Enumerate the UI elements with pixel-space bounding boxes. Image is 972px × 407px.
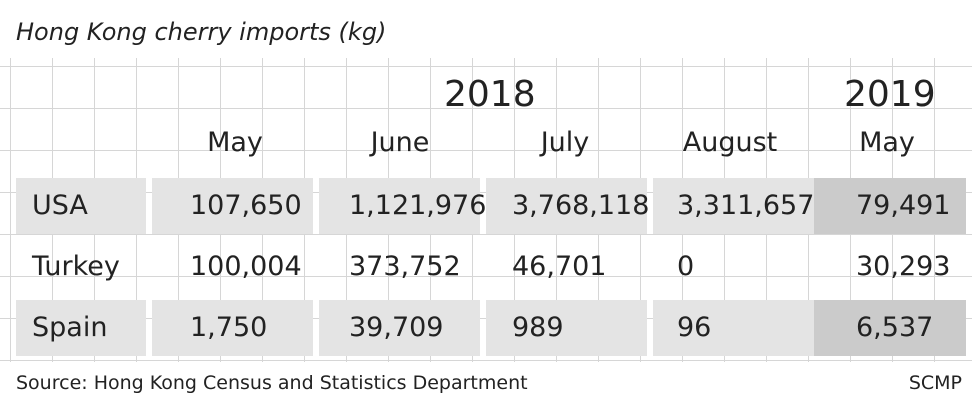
table-cell: 1,121,976 xyxy=(319,178,486,234)
table-row-turkey: Turkey 100,004 373,752 46,701 0 30,293 xyxy=(16,239,966,295)
chart-title: Hong Kong cherry imports (kg) xyxy=(16,18,387,46)
table-cell: 0 xyxy=(677,251,695,282)
row-label: Turkey xyxy=(32,251,120,282)
table-cell: 100,004 xyxy=(190,251,302,282)
column-header-july-2018: July xyxy=(540,127,590,158)
year-header-2018: 2018 xyxy=(444,74,536,115)
credit-label: SCMP xyxy=(908,372,962,394)
table-cell: 107,650 xyxy=(152,178,313,234)
table-cell: 3,311,657 xyxy=(653,178,814,234)
table-row-spain: Spain 1,750 39,709 989 96 6,537 xyxy=(16,300,966,356)
row-label: Spain xyxy=(16,300,146,356)
table-cell: 96 xyxy=(653,300,814,356)
table-cell: 39,709 xyxy=(319,300,480,356)
column-header-may-2018: May xyxy=(207,127,263,158)
table-cell: 46,701 xyxy=(512,251,607,282)
table-cell: 989 xyxy=(486,300,647,356)
year-header-2019: 2019 xyxy=(844,74,936,115)
table-cell-highlighted: 79,491 xyxy=(814,178,966,234)
table-row-usa: USA 107,650 1,121,976 3,768,118 3,311,65… xyxy=(16,178,966,234)
table-cell-highlighted: 6,537 xyxy=(814,300,966,356)
table-cell: 373,752 xyxy=(349,251,461,282)
column-header-may-2019: May xyxy=(859,127,915,158)
column-header-august-2018: August xyxy=(682,127,778,158)
row-label: USA xyxy=(16,178,146,234)
table-cell: 30,293 xyxy=(856,251,951,282)
table-cell: 3,768,118 xyxy=(486,178,649,234)
column-header-june-2018: June xyxy=(370,127,430,158)
table-cell: 1,750 xyxy=(152,300,313,356)
source-note: Source: Hong Kong Census and Statistics … xyxy=(16,372,528,394)
